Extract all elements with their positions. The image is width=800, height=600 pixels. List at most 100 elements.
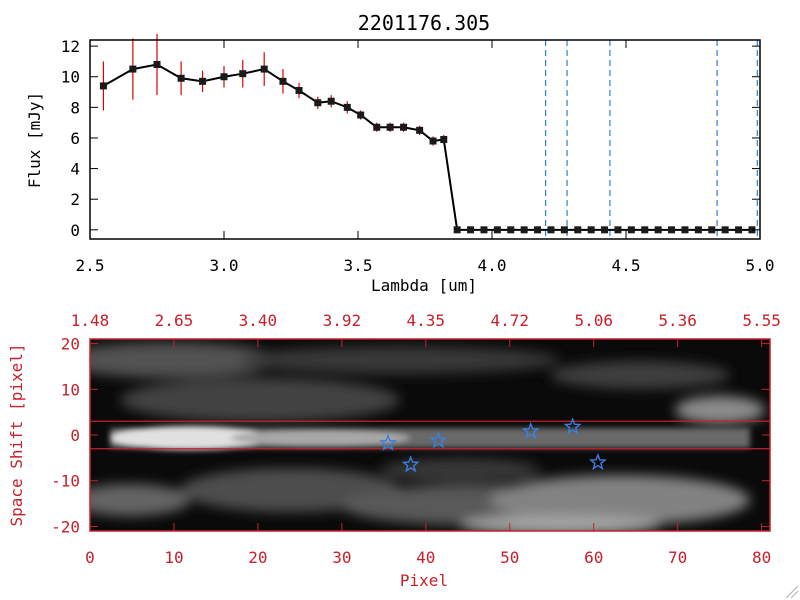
star-marker-3 — [521, 421, 540, 440]
y-tick-label-0: 0 — [70, 221, 80, 240]
chart-title: 2201176.305 — [358, 11, 490, 35]
star-marker-group — [379, 417, 607, 473]
flux-marker-group — [99, 60, 756, 234]
pixel-tick-label-2: 20 — [248, 548, 267, 567]
data-point-9 — [295, 87, 303, 95]
wavelength-tick-label-8: 5.55 — [742, 311, 781, 330]
y-tick-label-3: 6 — [70, 129, 80, 148]
x-tick-label-4: 4.5 — [612, 256, 641, 275]
data-point-34 — [641, 226, 649, 234]
pixel-tick-label-6: 60 — [584, 548, 603, 567]
y-axis-label: Flux [mJy] — [25, 92, 44, 188]
data-point-40 — [721, 226, 729, 234]
wavelength-tick-label-2: 3.40 — [239, 311, 278, 330]
star-marker-2 — [429, 431, 448, 449]
spectrum-chart: 2201176.305 2.5 3.0 3.5 4.0 4.5 5.0 0 2 4 6 8 10 12… — [25, 11, 774, 295]
data-point-13 — [357, 111, 365, 119]
y-tick-label-1: 2 — [70, 190, 80, 209]
x-tick-label-1: 3.0 — [210, 256, 239, 275]
x-tick-label-2: 3.5 — [344, 256, 373, 275]
data-point-25 — [520, 226, 528, 234]
pixel-tick-label-1: 10 — [164, 548, 183, 567]
pixel-tick-label-4: 40 — [416, 548, 435, 567]
data-point-29 — [574, 226, 582, 234]
x-axis-label: Lambda [um] — [371, 276, 477, 295]
data-point-0 — [99, 82, 107, 90]
space-tick-label-0: -20 — [51, 517, 80, 536]
y-tick-label-5: 10 — [61, 68, 80, 87]
data-point-18 — [429, 137, 437, 145]
data-point-12 — [343, 103, 351, 111]
data-point-36 — [668, 226, 676, 234]
data-point-35 — [654, 226, 662, 234]
space-tick-label-1: -10 — [51, 472, 80, 491]
pixel-tick-label-7: 70 — [668, 548, 687, 567]
data-point-21 — [467, 226, 475, 234]
data-point-4 — [199, 77, 207, 85]
space-tick-label-4: 20 — [61, 335, 80, 354]
wavelength-top-axis-ticks: 1.48 2.65 3.40 3.92 4.35 4.72 5.06 5.36 5.55 — [71, 311, 781, 347]
x-tick-label-0: 2.5 — [76, 256, 105, 275]
y-tick-label-2: 4 — [70, 160, 80, 179]
data-point-42 — [748, 226, 756, 234]
y-tick-label-6: 12 — [61, 37, 80, 56]
spectral-image — [90, 339, 770, 531]
data-point-2 — [153, 60, 161, 68]
data-point-38 — [694, 226, 702, 234]
wavelength-tick-label-5: 4.72 — [490, 311, 529, 330]
star-marker-4 — [563, 417, 582, 435]
data-point-24 — [507, 226, 515, 234]
wavelength-tick-label-0: 1.48 — [71, 311, 110, 330]
data-point-15 — [386, 123, 394, 131]
data-point-16 — [400, 123, 408, 131]
y-axis-ticks: 0 2 4 6 8 10 12 — [61, 37, 760, 240]
data-point-32 — [614, 226, 622, 234]
spectral-image-chart: 0 10 20 30 40 50 60 70 80 1.48 2.65 3.40 3.92 4.35 4.… — [7, 311, 781, 590]
wavelength-tick-label-6: 5.06 — [574, 311, 613, 330]
data-point-33 — [627, 226, 635, 234]
pixel-tick-label-5: 50 — [500, 548, 519, 567]
star-marker-1 — [401, 455, 420, 473]
x-tick-label-5: 5.0 — [746, 256, 775, 275]
pixel-axis-ticks: 0 10 20 30 40 50 60 70 80 — [85, 523, 771, 567]
space-shift-axis-ticks: -20 -10 0 10 20 — [51, 335, 770, 536]
x-tick-label-3: 4.0 — [478, 256, 507, 275]
data-point-14 — [373, 123, 381, 131]
data-point-39 — [708, 226, 716, 234]
data-point-11 — [327, 97, 335, 105]
data-point-30 — [587, 226, 595, 234]
data-point-10 — [314, 99, 322, 107]
dashed-line-group — [544, 40, 758, 239]
data-point-23 — [493, 226, 501, 234]
data-point-17 — [416, 126, 424, 134]
data-point-27 — [547, 226, 555, 234]
data-point-3 — [177, 74, 185, 82]
data-point-31 — [601, 226, 609, 234]
spectrum-plot-frame — [89, 39, 761, 240]
data-point-41 — [735, 226, 743, 234]
data-point-1 — [129, 65, 137, 73]
extraction-window-lines — [90, 420, 770, 450]
data-point-28 — [560, 226, 568, 234]
pixel-tick-label-0: 0 — [85, 548, 95, 567]
data-point-22 — [480, 226, 488, 234]
wavelength-tick-label-7: 5.36 — [658, 311, 697, 330]
star-marker-0 — [379, 433, 398, 451]
wavelength-tick-label-3: 3.92 — [323, 311, 362, 330]
space-tick-label-3: 10 — [61, 380, 80, 399]
y-tick-label-4: 8 — [70, 98, 80, 117]
pixel-tick-label-3: 30 — [332, 548, 351, 567]
data-point-7 — [260, 65, 268, 73]
pixel-axis-label: Pixel — [400, 571, 448, 590]
x-axis-ticks: 2.5 3.0 3.5 4.0 4.5 5.0 — [76, 40, 775, 275]
wavelength-tick-label-4: 4.35 — [407, 311, 446, 330]
star-marker-5 — [588, 452, 607, 471]
data-point-8 — [279, 77, 287, 85]
data-point-20 — [453, 226, 461, 234]
resize-grip-icon[interactable] — [785, 585, 799, 599]
space-tick-label-2: 0 — [70, 426, 80, 445]
pixel-tick-label-8: 80 — [752, 548, 771, 567]
space-shift-axis-label: Space Shift [pixel] — [7, 343, 26, 526]
data-point-37 — [681, 226, 689, 234]
